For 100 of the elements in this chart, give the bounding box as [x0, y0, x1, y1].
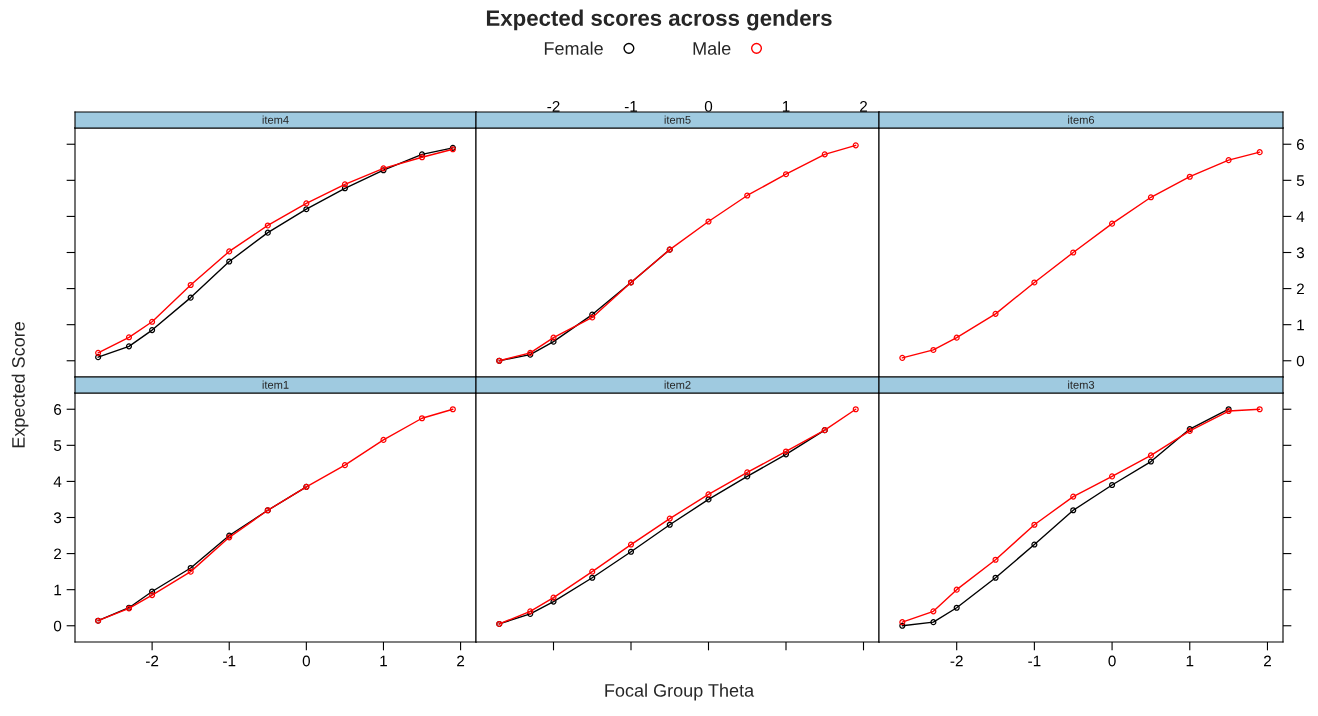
x-tick-label: -2 [146, 655, 159, 667]
point [149, 318, 156, 325]
point [187, 294, 194, 301]
point [1031, 521, 1038, 528]
point [341, 462, 348, 469]
point [930, 619, 937, 626]
point [125, 334, 133, 341]
point [705, 491, 712, 498]
point [852, 406, 859, 413]
point [627, 548, 635, 555]
chart-title: item2 [664, 380, 691, 389]
y-tick-label: 6 [54, 404, 62, 415]
x-tick-label: 0 [1108, 655, 1116, 667]
point [1186, 173, 1193, 180]
point [930, 346, 937, 353]
y-tick-label: 3 [1296, 247, 1305, 259]
point [149, 592, 156, 599]
point [852, 142, 859, 149]
point [953, 586, 960, 593]
point [226, 248, 233, 255]
chart-title: item4 [262, 115, 289, 124]
line-series [899, 149, 1263, 361]
y-tick-label: 6 [1296, 139, 1305, 150]
point [341, 181, 348, 188]
chart-title: item1 [262, 380, 289, 389]
point [226, 258, 233, 265]
point [1109, 220, 1116, 227]
point [705, 496, 712, 503]
point [1256, 406, 1263, 413]
x-tick-label: 2 [860, 100, 867, 112]
point [264, 229, 271, 236]
point [744, 469, 751, 476]
point [1031, 279, 1038, 286]
point [303, 200, 310, 207]
chart-title: item5 [664, 115, 691, 124]
point [1031, 541, 1038, 548]
point [589, 568, 596, 575]
x-tick-label: 1 [782, 101, 790, 112]
point [953, 604, 960, 611]
point [1147, 194, 1154, 201]
point [303, 206, 310, 213]
point [627, 541, 635, 548]
y-tick-label: 3 [53, 512, 62, 524]
line-series [95, 406, 456, 624]
point [125, 343, 133, 350]
chart-title: item3 [1068, 380, 1095, 389]
y-tick-label: 1 [1297, 319, 1304, 331]
x-tick-label: 1 [1186, 655, 1194, 667]
point [992, 556, 999, 563]
point [1225, 157, 1232, 164]
point [550, 334, 557, 341]
point [589, 574, 596, 581]
y-tick-label: 0 [53, 620, 62, 632]
x-tick-label: 0 [704, 100, 713, 112]
y-tick-label: 4 [1296, 211, 1305, 222]
text: Expected scores across genders [486, 9, 832, 31]
x-tick-label: 2 [457, 655, 465, 667]
point [1070, 507, 1077, 514]
point [705, 218, 712, 225]
x-tick-label: -1 [1028, 655, 1041, 667]
y-tick-label: 0 [1296, 355, 1305, 367]
point [1109, 481, 1116, 489]
x-tick-label: -1 [624, 101, 638, 112]
legend-label: Female [544, 41, 603, 55]
point [550, 594, 557, 601]
point [418, 415, 426, 422]
y-tick-label: 5 [1296, 175, 1305, 187]
y-tick-label: 2 [1296, 283, 1304, 295]
point [744, 192, 751, 199]
legend-label: Male [693, 41, 731, 55]
y-tick-label: 4 [53, 476, 62, 487]
point [1256, 149, 1263, 156]
point [899, 354, 906, 361]
point [992, 574, 999, 581]
point [666, 521, 673, 528]
point [1109, 473, 1116, 480]
point [187, 281, 194, 289]
point [449, 406, 456, 413]
x-tick-label: 0 [302, 655, 310, 667]
point [1070, 493, 1077, 500]
point [930, 608, 937, 615]
point [149, 327, 156, 334]
y-tick-label: 1 [54, 584, 62, 596]
point [187, 568, 194, 575]
x-tick-label: 2 [1263, 655, 1271, 667]
point [264, 222, 271, 229]
x-tick-label: -2 [950, 655, 963, 667]
x-tick-label: -1 [223, 655, 236, 667]
x-tick-label: 1 [380, 655, 387, 667]
x-tick-label: -2 [547, 100, 560, 112]
point [666, 515, 673, 522]
point [95, 349, 102, 356]
y-tick-label: 5 [53, 440, 62, 452]
point [953, 334, 960, 341]
x-axis-title: Focal Group Theta [605, 683, 755, 701]
y-tick-label: 2 [54, 548, 62, 560]
y-axis-title: Expected Score [11, 322, 29, 448]
chart-title: item6 [1068, 115, 1095, 124]
point [1147, 452, 1154, 459]
point [1070, 249, 1077, 256]
